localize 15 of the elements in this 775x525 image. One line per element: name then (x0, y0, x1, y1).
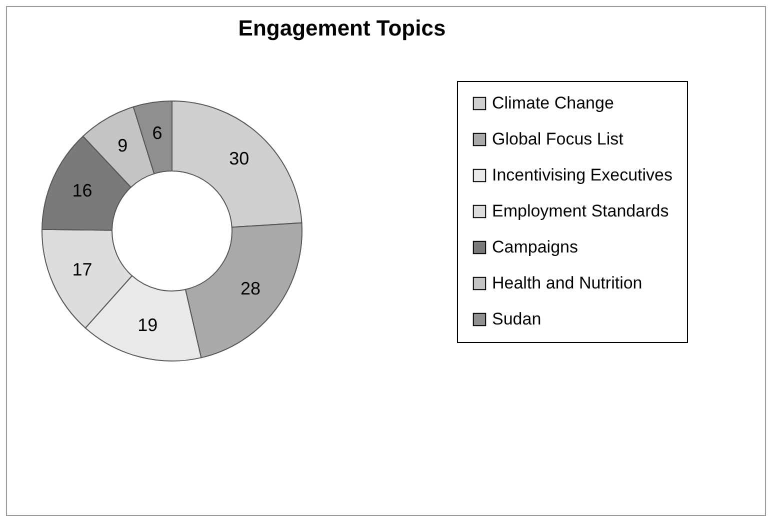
data-label: 9 (118, 135, 128, 156)
data-label: 19 (138, 314, 158, 335)
legend-label: Sudan (492, 310, 542, 328)
data-label: 28 (240, 278, 261, 299)
legend-label: Climate Change (492, 94, 614, 112)
data-label: 30 (229, 148, 250, 169)
legend-label: Health and Nutrition (492, 274, 642, 292)
chart-title: Engagement Topics (238, 16, 446, 40)
data-label: 17 (72, 259, 92, 280)
legend-label: Employment Standards (492, 202, 669, 220)
data-label: 6 (152, 123, 162, 144)
data-label: 16 (72, 180, 92, 201)
legend-label: Incentivising Executives (492, 166, 672, 184)
legend-label: Campaigns (492, 238, 578, 256)
legend-label: Global Focus List (492, 130, 624, 148)
